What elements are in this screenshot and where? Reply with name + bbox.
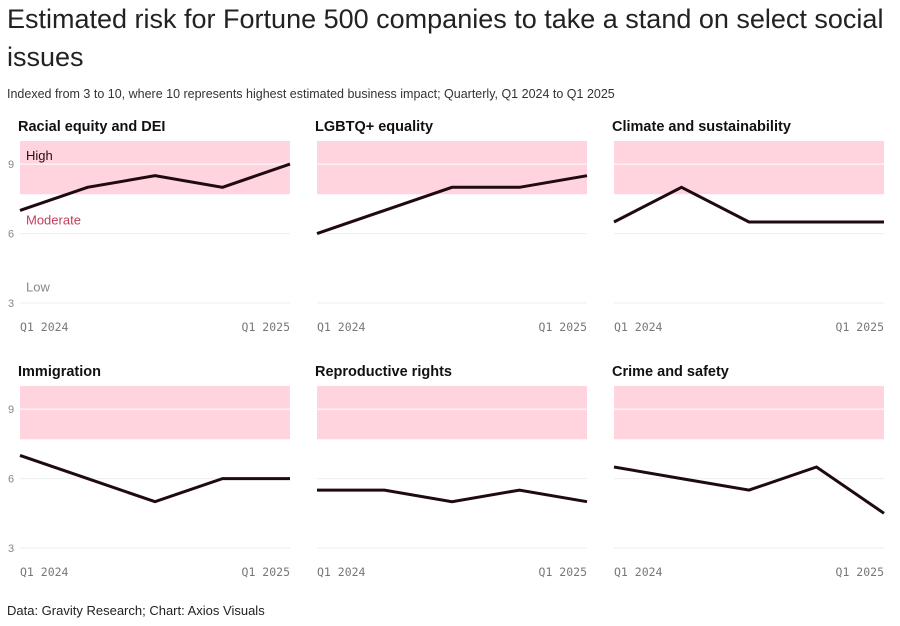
band-label-high: High: [26, 148, 53, 163]
high-risk-band: [317, 386, 587, 440]
x-tick-label: Q1 2025: [539, 320, 587, 334]
small-multiples-chart: Racial equity and DEI 3 6 9 High Moderate Low Q…: [8, 119, 885, 579]
panel-3: Immigration 3 6 9 Q1 2024 Q1 2025: [8, 364, 290, 579]
x-tick-label: Q1 2025: [242, 565, 290, 579]
band-label-low: Low: [26, 279, 50, 294]
panel-title: Reproductive rights: [315, 364, 452, 380]
chart-subtitle: Indexed from 3 to 10, where 10 represent…: [7, 87, 615, 101]
series-line: [19, 453, 290, 504]
x-tick-label: Q1 2025: [539, 565, 587, 579]
x-tick-label: Q1 2025: [836, 320, 884, 334]
series-line: [613, 185, 884, 224]
series-line: [316, 174, 588, 236]
high-risk-band: [20, 386, 290, 440]
source-note: Data: Gravity Research; Chart: Axios Vis…: [7, 603, 265, 618]
x-tick-label: Q1 2024: [614, 565, 663, 579]
panel-title: Crime and safety: [612, 364, 729, 380]
panel-5: Crime and safety Q1 2024 Q1 2025: [612, 364, 885, 579]
x-tick-label: Q1 2024: [20, 320, 69, 334]
x-tick-label: Q1 2024: [317, 320, 366, 334]
high-risk-band: [614, 141, 884, 195]
band-label-moderate: Moderate: [26, 212, 81, 227]
panel-0: Racial equity and DEI 3 6 9 High Moderate Low Q…: [8, 119, 291, 334]
y-tick-label: 3: [8, 298, 14, 310]
high-risk-band: [614, 386, 884, 440]
high-risk-band: [317, 141, 587, 195]
panel-title: LGBTQ+ equality: [315, 119, 433, 135]
x-tick-label: Q1 2025: [836, 565, 884, 579]
panel-title: Racial equity and DEI: [18, 119, 165, 135]
y-tick-label: 6: [8, 229, 14, 241]
series-line: [19, 162, 291, 212]
x-tick-label: Q1 2024: [20, 565, 69, 579]
x-tick-label: Q1 2025: [242, 320, 290, 334]
x-tick-label: Q1 2024: [317, 565, 366, 579]
panel-2: Climate and sustainability Q1 2024 Q1 2025: [612, 119, 884, 334]
series-line: [317, 488, 588, 504]
panel-4: Reproductive rights Q1 2024 Q1 2025: [315, 364, 588, 579]
y-tick-label: 9: [8, 404, 14, 416]
panel-1: LGBTQ+ equality Q1 2024 Q1 2025: [315, 119, 588, 334]
x-tick-label: Q1 2024: [614, 320, 663, 334]
high-risk-band: [20, 141, 290, 195]
panel-title: Immigration: [18, 364, 101, 380]
y-tick-label: 9: [8, 159, 14, 171]
chart-title: Estimated risk for Fortune 500 companies…: [7, 4, 884, 72]
series-line: [613, 465, 885, 515]
y-tick-label: 3: [8, 543, 14, 555]
panel-title: Climate and sustainability: [612, 119, 791, 135]
y-tick-label: 6: [8, 474, 14, 486]
